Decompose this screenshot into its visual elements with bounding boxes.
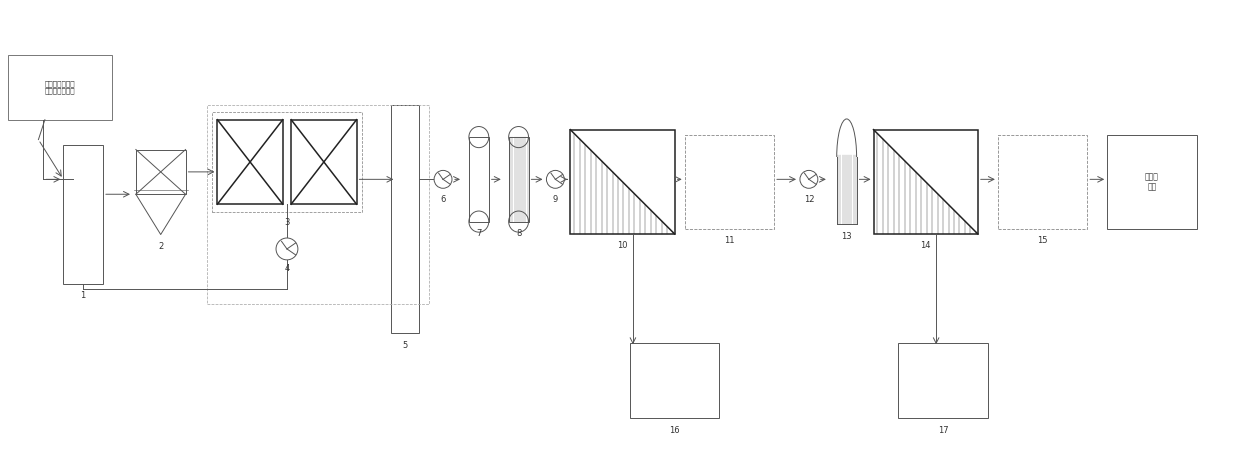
Text: 4: 4 (284, 264, 290, 273)
Text: 6: 6 (440, 195, 446, 204)
Bar (212, 112, 362, 212)
Text: 5: 5 (403, 341, 408, 350)
Text: 14: 14 (921, 241, 930, 250)
Circle shape (276, 238, 297, 260)
Bar (570, 129, 675, 234)
Bar (207, 105, 429, 304)
Bar (136, 149, 186, 194)
Text: 10: 10 (617, 241, 628, 250)
Text: 3: 3 (284, 218, 290, 227)
Text: 1: 1 (81, 291, 85, 300)
Text: 15: 15 (1037, 237, 1048, 246)
Text: 11: 11 (724, 237, 735, 246)
Text: 2: 2 (159, 242, 164, 251)
Bar (997, 135, 1088, 229)
Text: 12: 12 (804, 195, 814, 204)
Text: 酚氰废水站生化
沉淀池系统出水: 酚氰废水站生化 沉淀池系统出水 (45, 80, 76, 94)
Bar (392, 105, 419, 333)
Bar (873, 129, 978, 234)
Bar (217, 120, 282, 204)
Bar (629, 343, 720, 418)
Text: 9: 9 (553, 195, 558, 204)
Bar (7, 55, 112, 120)
Bar (1108, 135, 1197, 229)
Bar (468, 137, 488, 221)
Circle shape (434, 170, 452, 188)
Circle shape (800, 170, 818, 188)
Bar (291, 120, 357, 204)
Text: 7: 7 (476, 229, 482, 238)
Bar (685, 135, 774, 229)
Text: 17: 17 (938, 426, 948, 435)
Circle shape (546, 170, 564, 188)
Text: 13: 13 (841, 231, 852, 240)
Text: 16: 16 (669, 426, 680, 435)
Text: 8: 8 (515, 229, 522, 238)
Bar (898, 343, 987, 418)
Bar (63, 145, 103, 284)
Bar (509, 137, 529, 221)
Text: 工业水
回用: 工业水 回用 (1145, 172, 1158, 191)
